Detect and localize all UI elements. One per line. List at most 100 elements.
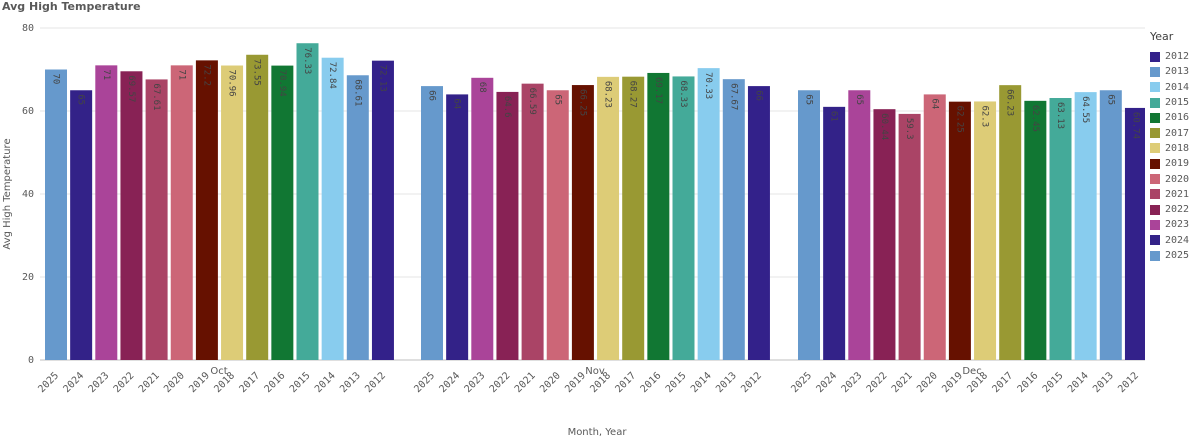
- legend-label: 2015: [1165, 97, 1190, 109]
- legend-item[interactable]: 2017: [1150, 125, 1200, 140]
- legend-item[interactable]: 2024: [1150, 233, 1200, 248]
- bar[interactable]: [95, 65, 118, 360]
- bar[interactable]: [974, 101, 997, 360]
- bar[interactable]: [823, 106, 846, 360]
- x-axis-label: Month, Year: [568, 427, 628, 438]
- bar[interactable]: [45, 69, 67, 361]
- x-tick-label: 2017: [238, 370, 263, 395]
- bar[interactable]: [246, 54, 269, 360]
- x-tick-label: 2022: [865, 370, 890, 395]
- bar[interactable]: [622, 76, 645, 360]
- bar[interactable]: [722, 79, 745, 361]
- bar[interactable]: [145, 79, 168, 360]
- bar[interactable]: [1124, 107, 1145, 360]
- x-tick-label: 2020: [915, 370, 940, 395]
- bar[interactable]: [521, 83, 544, 361]
- bar[interactable]: [647, 72, 670, 360]
- legend-swatch: [1150, 219, 1160, 230]
- bar-value-label: 67.61: [151, 83, 161, 110]
- x-tick-label: 2016: [263, 370, 288, 395]
- bar[interactable]: [571, 85, 594, 360]
- x-tick-label: 2022: [488, 370, 513, 395]
- legend-item[interactable]: 2015: [1150, 95, 1200, 110]
- legend-label: 2016: [1165, 112, 1190, 124]
- bar-value-label: 65: [76, 94, 86, 105]
- bar[interactable]: [948, 101, 971, 360]
- bar[interactable]: [697, 68, 720, 361]
- bar[interactable]: [471, 77, 494, 361]
- legend-item[interactable]: 2013: [1150, 64, 1200, 79]
- legend-item[interactable]: 2016: [1150, 110, 1200, 125]
- legend-label: 2025: [1165, 250, 1190, 261]
- bar-value-label: 60.74: [1130, 112, 1140, 139]
- bar[interactable]: [371, 60, 394, 361]
- legend-swatch: [1150, 250, 1160, 261]
- month-label: Dec: [962, 366, 981, 377]
- bar[interactable]: [221, 65, 244, 361]
- bar-value-label: 65: [1105, 94, 1115, 105]
- bar[interactable]: [271, 65, 294, 360]
- bar-value-label: 66: [427, 90, 437, 101]
- legend-swatch: [1150, 112, 1160, 123]
- bar-value-label: 68.33: [678, 80, 688, 107]
- bar[interactable]: [848, 90, 871, 360]
- bar-value-label: 62.45: [1030, 105, 1040, 132]
- bar-value-label: 72.84: [327, 62, 337, 89]
- legend-item[interactable]: 2022: [1150, 202, 1200, 217]
- legend-item[interactable]: 2025: [1150, 248, 1200, 263]
- bar[interactable]: [496, 91, 519, 360]
- bar[interactable]: [346, 75, 369, 361]
- legend-item[interactable]: 2020: [1150, 171, 1200, 186]
- legend-items: 2012 2013 2014 2015 2016 2017 2018 2019 2020 2021…: [1150, 49, 1200, 263]
- bar[interactable]: [296, 43, 319, 360]
- bar[interactable]: [873, 109, 896, 360]
- y-tick-label: 60: [22, 106, 34, 117]
- x-tick-label: 2016: [639, 370, 664, 395]
- legend-label: 2020: [1165, 173, 1190, 185]
- bar[interactable]: [321, 57, 344, 361]
- legend-swatch: [1150, 189, 1160, 200]
- bar[interactable]: [923, 94, 946, 361]
- bar[interactable]: [672, 76, 695, 361]
- bar-value-label: 64.6: [502, 96, 512, 118]
- x-tick-label: 2020: [162, 370, 187, 395]
- bar[interactable]: [421, 86, 443, 360]
- bar[interactable]: [170, 65, 193, 360]
- bar[interactable]: [195, 60, 218, 361]
- legend-item[interactable]: 2023: [1150, 217, 1200, 232]
- bar[interactable]: [898, 113, 921, 360]
- bar[interactable]: [1024, 100, 1047, 361]
- x-tick-label: 2017: [614, 370, 639, 395]
- legend-item[interactable]: 2018: [1150, 141, 1200, 156]
- legend-item[interactable]: 2021: [1150, 187, 1200, 202]
- bar-value-label: 62.25: [954, 106, 964, 133]
- legend-swatch: [1150, 174, 1160, 185]
- x-tick-label: 2014: [1066, 370, 1091, 395]
- bar-value-label: 71: [176, 69, 186, 80]
- y-tick-label: 40: [22, 189, 34, 200]
- x-tick-label: 2025: [412, 370, 437, 395]
- legend-item[interactable]: 2019: [1150, 156, 1200, 171]
- bar[interactable]: [798, 90, 820, 360]
- bar[interactable]: [120, 71, 143, 361]
- bar[interactable]: [999, 85, 1022, 360]
- bar[interactable]: [546, 90, 569, 360]
- bar[interactable]: [70, 90, 93, 360]
- bar[interactable]: [597, 76, 620, 361]
- bar-value-label: 64.55: [1080, 96, 1090, 123]
- x-tick-label: 2013: [714, 370, 739, 395]
- legend-swatch: [1150, 128, 1160, 139]
- legend-label: 2023: [1165, 219, 1190, 231]
- x-tick-label: 2016: [1016, 370, 1041, 395]
- legend-item[interactable]: 2012: [1150, 49, 1200, 64]
- bar[interactable]: [1099, 90, 1122, 360]
- bar-value-label: 69.17: [653, 77, 663, 104]
- legend-item[interactable]: 2014: [1150, 80, 1200, 95]
- bar[interactable]: [747, 86, 770, 360]
- legend[interactable]: Year 2012 2013 2014 2015 2016 2017 2018 2019 202…: [1150, 30, 1200, 263]
- bar-value-label: 66.23: [1005, 89, 1015, 116]
- bar-value-label: 76.33: [302, 47, 312, 74]
- bar[interactable]: [446, 94, 469, 361]
- bar[interactable]: [1074, 92, 1097, 361]
- bar[interactable]: [1049, 98, 1072, 360]
